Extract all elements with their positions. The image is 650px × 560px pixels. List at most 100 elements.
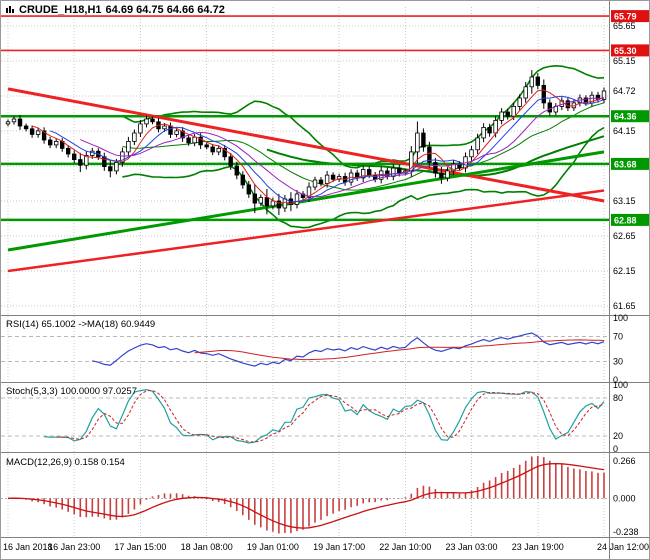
- candle-body: [66, 147, 71, 155]
- candle-body: [312, 179, 318, 188]
- candle-body: [180, 130, 185, 139]
- y-axis-label: 64.72: [613, 86, 636, 96]
- ascending-red-trendline[interactable]: [7, 189, 605, 273]
- candle-body: [114, 162, 119, 172]
- fast-ma-5: [31, 89, 605, 205]
- y-axis-label: 61.65: [613, 301, 636, 311]
- candle-body: [162, 125, 167, 130]
- macd-axis-label: -0.238: [613, 527, 639, 537]
- candle-body: [505, 111, 510, 117]
- candlestick-chart-icon: [6, 5, 15, 15]
- candle-body: [246, 184, 251, 195]
- stoch-d-line: [56, 389, 605, 443]
- y-axis-label: 65.15: [613, 56, 636, 66]
- candle-body: [144, 118, 149, 125]
- fast-ma-8: [49, 95, 605, 203]
- y-axis-label: 62.15: [613, 266, 636, 276]
- price-level-tag: 65.30: [611, 44, 649, 57]
- ohlc-values: 64.69 64.75 64.66 64.72: [105, 4, 225, 16]
- candle-body: [366, 169, 372, 176]
- stoch-axis-label: 100: [613, 380, 628, 390]
- x-axis-label: 22 Jan 10:00: [379, 542, 431, 552]
- candle-body: [270, 200, 276, 207]
- x-axis-label: 18 Jan 08:00: [181, 542, 233, 552]
- candle-body: [324, 174, 330, 184]
- x-axis-label: 17 Jan 15:00: [114, 542, 166, 552]
- rsi-axis-label: 0: [613, 375, 618, 385]
- candle-body: [186, 137, 191, 144]
- macd-signal-line: [7, 462, 605, 529]
- rsi-axis-label: 70: [613, 332, 623, 342]
- candle-body: [529, 76, 534, 88]
- candle-body: [240, 174, 245, 186]
- candle-body: [198, 136, 203, 146]
- candle-body: [433, 162, 438, 174]
- ascending-green-trendline[interactable]: [7, 150, 605, 252]
- x-axis-label: 24 Jan 12:00: [597, 542, 649, 552]
- candle-body: [72, 153, 77, 160]
- candle-body: [282, 198, 288, 209]
- candle-body: [523, 86, 528, 99]
- candle-body: [391, 167, 396, 177]
- macd-indicator-label: MACD(12,26,9) 0.158 0.154: [6, 457, 125, 468]
- candles-layer: [5, 70, 607, 216]
- candle-body: [228, 156, 233, 167]
- candle-body: [35, 130, 41, 135]
- candle-body: [475, 137, 480, 151]
- candle-body: [192, 136, 197, 144]
- price-level-tag: 65.79: [611, 10, 649, 23]
- grid-layer: [1, 7, 609, 537]
- candle-body: [150, 118, 155, 123]
- candle-body: [294, 193, 300, 205]
- rsi-ma-line: [194, 339, 605, 361]
- symbol-label: CRUDE_H18,H1: [19, 4, 102, 16]
- svg-text:63.68: 63.68: [614, 159, 637, 169]
- candle-body: [11, 118, 17, 123]
- candle-body: [481, 127, 486, 139]
- x-axis-label: 19 Jan 17:00: [313, 542, 365, 552]
- candle-body: [174, 130, 179, 135]
- candle-body: [451, 163, 456, 172]
- candle-body: [300, 193, 306, 198]
- y-axis-label: 62.65: [613, 231, 636, 241]
- macd-axis-label: 0.000: [613, 493, 636, 503]
- rsi-line: [92, 332, 605, 367]
- chart-title: CRUDE_H18,H1 64.69 64.75 64.66 64.72: [6, 4, 225, 16]
- x-axis-label: 23 Jan 19:00: [512, 542, 564, 552]
- candle-body: [120, 151, 125, 163]
- candle-body: [318, 179, 324, 184]
- macd-axis-label: 0.266: [613, 456, 636, 466]
- candle-body: [204, 144, 209, 148]
- candle-body: [276, 200, 282, 209]
- y-axis-label: 63.15: [613, 196, 636, 206]
- candle-body: [306, 186, 312, 198]
- y-axis-label: 65.65: [613, 21, 636, 31]
- candle-body: [445, 170, 450, 179]
- descending-red-trendline[interactable]: [7, 87, 605, 203]
- stoch-indicator-label: Stoch(5,3,3) 100.0000 97.0257: [6, 386, 137, 397]
- candle-body: [41, 130, 47, 141]
- rsi-axis-label: 30: [613, 356, 623, 366]
- candle-body: [216, 147, 221, 153]
- svg-text:64.36: 64.36: [614, 112, 637, 122]
- candle-body: [252, 193, 257, 204]
- rsi-indicator-label: RSI(14) 65.1002 ->MA(18) 60.9449: [6, 319, 156, 330]
- candle-body: [415, 132, 420, 153]
- y-axis-label: 64.15: [613, 126, 636, 136]
- svg-text:65.30: 65.30: [614, 46, 637, 56]
- candle-body: [517, 97, 522, 107]
- fast-ma-13: [80, 97, 605, 198]
- price-axis[interactable]: 65.65 65.15 64.72 64.15 63.15 62.65 62.15 61.65…: [611, 10, 649, 537]
- candle-body: [168, 125, 173, 135]
- candle-body: [264, 197, 270, 207]
- candle-body: [439, 172, 444, 179]
- price-level-tag: 62.88: [611, 213, 649, 226]
- candle-body: [258, 197, 263, 204]
- candle-body: [126, 140, 131, 153]
- candle-body: [511, 106, 516, 117]
- stoch-axis-label: 0: [613, 444, 618, 454]
